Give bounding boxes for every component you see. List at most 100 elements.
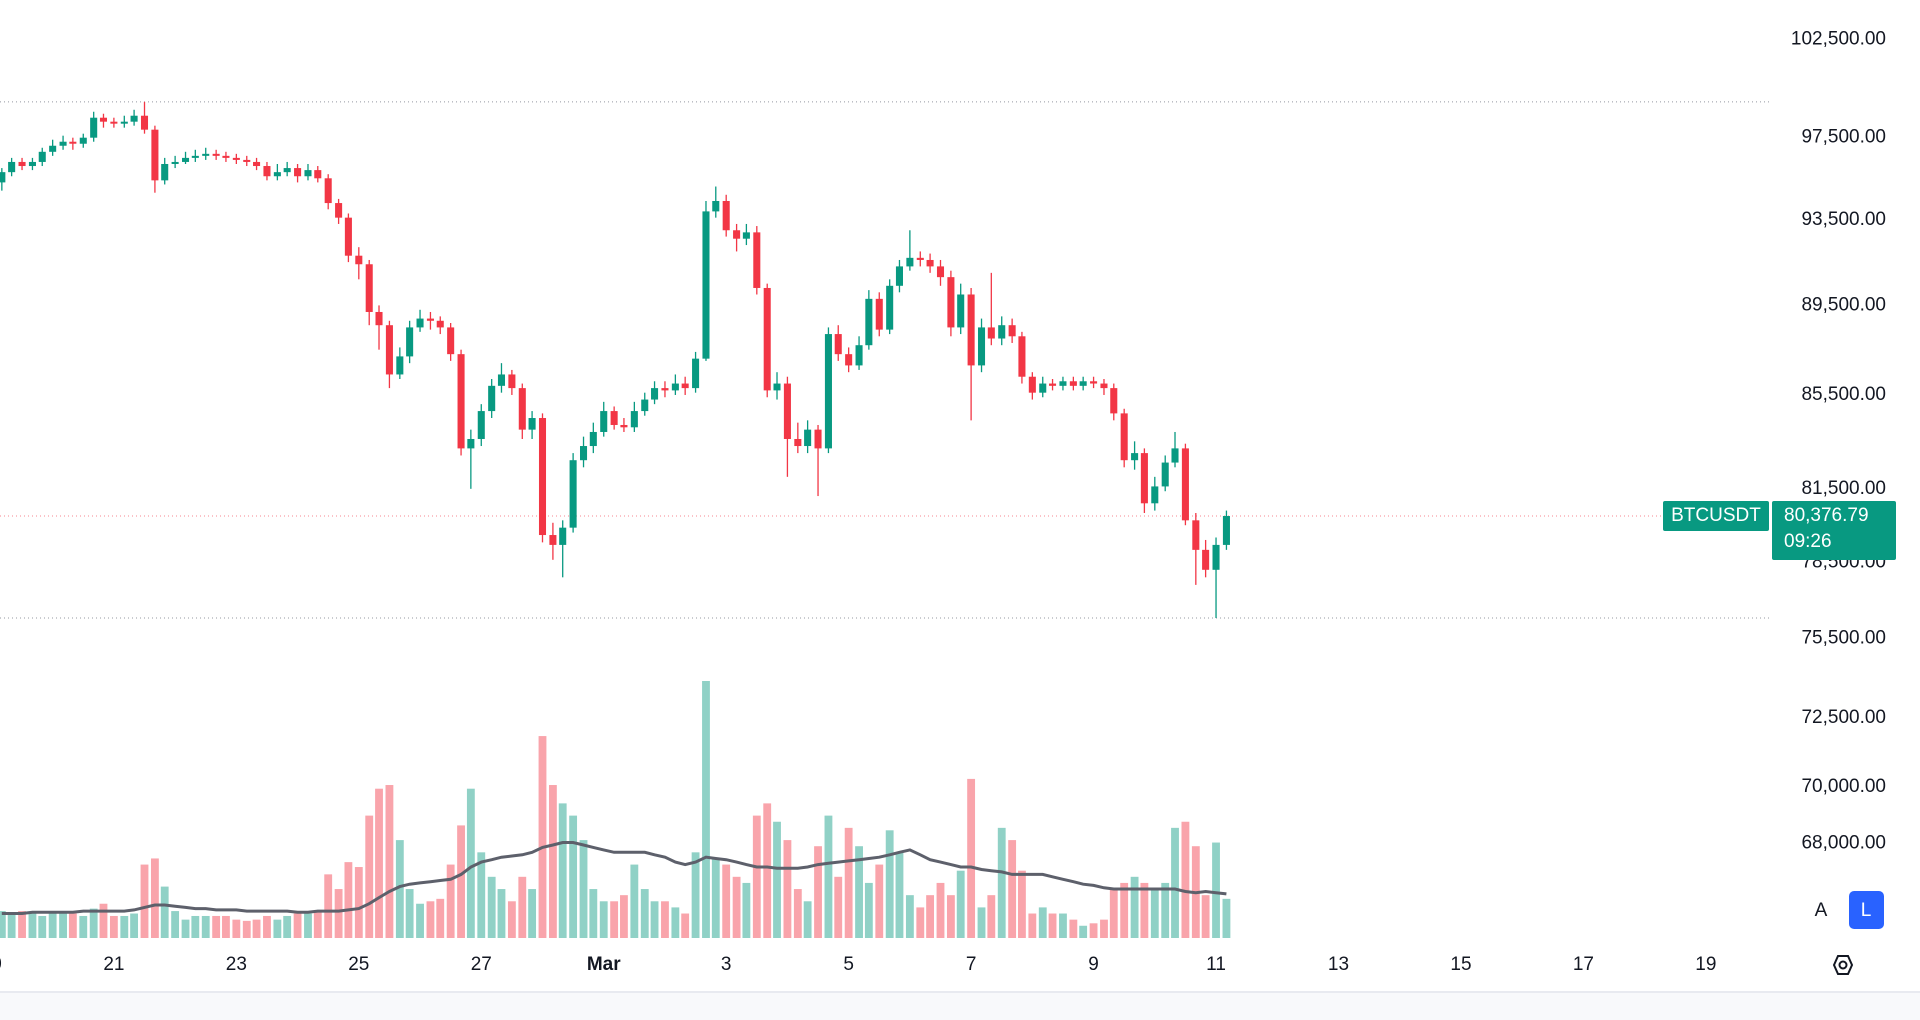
x-tick-label: 25 [348,954,369,975]
candle-body [38,151,46,162]
countdown-label: 09:26 [1784,531,1832,552]
candle-body [794,438,802,447]
candle-body [855,345,863,366]
candle-body [957,294,965,328]
volume-bar [1048,913,1057,938]
volume-bar [1028,913,1037,938]
volume-bar [375,788,383,938]
candle-body [589,431,597,447]
volume-bar [313,911,322,938]
volume-bar [610,901,619,938]
candle-body [947,277,955,328]
settings-icon [1832,955,1854,975]
candle-body [191,155,199,158]
x-tick-label: 11 [1206,954,1226,975]
candle-body [161,163,169,181]
candle-body [344,217,352,256]
candle-body [355,255,363,265]
candle-body [294,168,302,177]
candle-body [1100,383,1108,389]
candle-body [702,211,710,359]
x-tick-label: 15 [1450,954,1471,975]
volume-bar [385,785,394,938]
candle-body [824,334,832,449]
volume-bar [1008,840,1017,938]
candle-body [1079,381,1087,386]
candle-body [304,170,312,177]
candle-body [845,354,853,366]
volume-bar [426,901,435,938]
volume-bar [416,903,424,938]
volume-bar [0,911,6,938]
candle-body [120,121,128,124]
candle-body [641,399,649,412]
volume-bar [263,915,271,938]
candle-body [488,385,496,412]
candle-body [283,168,291,173]
volume-bar [344,862,353,938]
candle-body [8,161,16,173]
y-tick-label: 81,500.00 [1801,478,1886,499]
volume-bar [803,901,812,938]
y-tick-label: 68,000.00 [1801,833,1886,854]
log-scale-box [1849,891,1884,929]
auto-scale-button[interactable]: A [1815,900,1828,921]
x-tick-label: 7 [966,954,977,975]
x-tick-label: 13 [1328,954,1349,975]
candle-body [936,266,945,278]
candle-body [140,115,149,130]
volume-bar [89,908,98,938]
volume-bar [763,803,772,938]
candle-body [773,383,781,391]
candle-body [99,117,108,122]
settings-button[interactable] [1831,955,1854,975]
candle-body [528,418,536,430]
log-scale-button[interactable]: L [1849,891,1884,929]
volume-bar [834,876,843,938]
y-tick-label: 85,500.00 [1801,384,1886,405]
volume-bar [181,919,190,938]
candle-body [1120,413,1128,461]
candle-body [1049,383,1057,386]
volume-bar [120,915,129,938]
candle-body [518,388,526,430]
volume-bar [916,907,925,938]
candle-body [783,383,791,439]
volume-bar [7,913,16,938]
volume-bar [987,895,996,938]
volume-bar [252,919,261,938]
candle-body [151,129,159,181]
candle-body [1171,448,1179,463]
volume-bar [446,864,455,938]
candle-body [1192,520,1200,550]
volume-bar [589,889,598,938]
x-tick-label: 23 [226,954,247,975]
y-tick-label: 89,500.00 [1801,294,1886,315]
volume-bar [324,874,333,938]
volume-bar [773,821,781,938]
candle-body [171,161,179,164]
volume-bar [293,913,302,938]
volume-bar [691,852,700,938]
candle-body [814,429,822,449]
candle-body [579,446,588,461]
candle-body [447,327,455,355]
candle-body [436,320,444,328]
volume-bar [844,827,853,938]
candle-body [916,257,924,260]
volume-bar [18,911,26,938]
candle-body [538,418,547,536]
x-tick-label: 19 [0,954,2,975]
volume-bar [936,882,945,938]
volume-bar [38,915,47,938]
candle-body [253,161,261,167]
candle-body [1161,462,1169,487]
y-tick-label: 102,500.00 [1791,29,1886,50]
volume-bar [201,915,210,938]
candle-body [610,411,618,425]
volume-bar [793,889,802,938]
volume-bar [232,919,241,938]
candle-body [243,159,251,162]
plot-area [0,101,1772,938]
volume-bar [1100,919,1108,938]
